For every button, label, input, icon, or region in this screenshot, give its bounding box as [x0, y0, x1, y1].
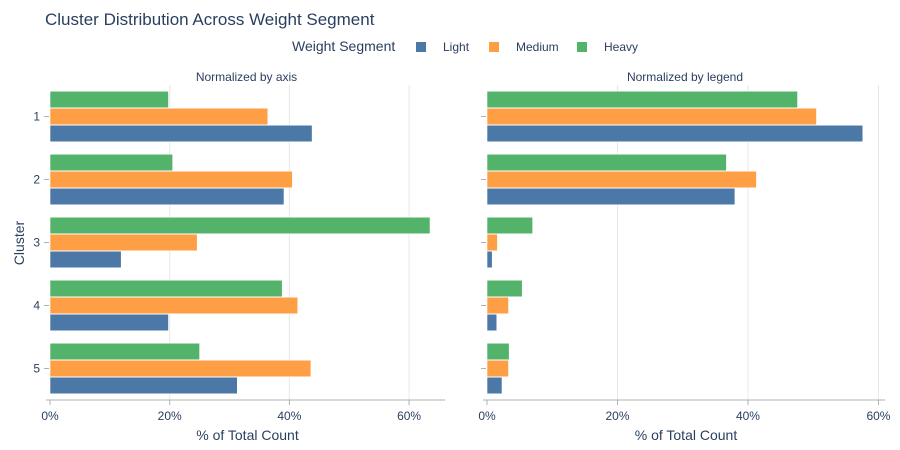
- legend-swatch-light: [416, 42, 426, 52]
- bar-medium-cluster-2: [486, 170, 757, 189]
- y-tick-label: 4: [33, 299, 40, 313]
- bar-heavy-cluster-4: [49, 279, 283, 298]
- panel-subtitle: Normalized by axis: [196, 70, 297, 84]
- bar-medium-cluster-1: [49, 107, 269, 126]
- bar-light-cluster-1: [49, 124, 313, 143]
- x-tick-label: 0%: [41, 409, 59, 423]
- bar-light-cluster-3: [486, 250, 493, 269]
- panel-subtitle: Normalized by legend: [627, 70, 743, 84]
- x-tick-label: 0%: [478, 409, 496, 423]
- x-tick-label: 40%: [736, 409, 760, 423]
- x-axis-title: % of Total Count: [196, 427, 299, 443]
- legend-title: Weight Segment: [292, 38, 395, 54]
- bar-light-cluster-2: [486, 187, 736, 206]
- bar-light-cluster-1: [486, 124, 864, 143]
- bar-medium-cluster-3: [486, 233, 498, 252]
- bar-heavy-cluster-1: [49, 90, 169, 109]
- legend-label-light: Light: [443, 40, 470, 54]
- y-axis-title: Cluster: [11, 220, 27, 265]
- chart-title: Cluster Distribution Across Weight Segme…: [45, 10, 375, 29]
- legend: Weight Segment Light Medium Heavy: [292, 38, 638, 54]
- bar-heavy-cluster-1: [486, 90, 798, 109]
- bar-medium-cluster-5: [49, 359, 312, 378]
- bar-light-cluster-4: [486, 313, 498, 332]
- bar-medium-cluster-1: [486, 107, 817, 126]
- y-tick-label: 1: [33, 110, 40, 124]
- bar-heavy-cluster-5: [486, 342, 510, 361]
- x-axis-title: % of Total Count: [635, 427, 738, 443]
- legend-label-medium: Medium: [516, 40, 559, 54]
- legend-swatch-medium: [489, 42, 499, 52]
- bar-medium-cluster-4: [49, 296, 299, 315]
- panel-2: Normalized by legend 0% 20% 40% 60% % of Tota…: [478, 70, 890, 443]
- x-tick-label: 40%: [277, 409, 301, 423]
- legend-label-heavy: Heavy: [604, 40, 638, 54]
- y-tick-label: 5: [33, 362, 40, 376]
- bar-light-cluster-2: [49, 187, 285, 206]
- bar-medium-cluster-4: [486, 296, 509, 315]
- bar-heavy-cluster-2: [486, 153, 727, 172]
- bar-heavy-cluster-2: [49, 153, 173, 172]
- bar-heavy-cluster-3: [486, 216, 533, 235]
- bar-light-cluster-4: [49, 313, 169, 332]
- panel-1: Normalized by axis 0% 20% 40% 60% % of Total …: [33, 70, 445, 443]
- legend-swatch-heavy: [577, 42, 587, 52]
- y-tick-label: 3: [33, 236, 40, 250]
- bar-light-cluster-5: [486, 376, 503, 395]
- bar-medium-cluster-5: [486, 359, 509, 378]
- bar-light-cluster-3: [49, 250, 122, 269]
- bar-medium-cluster-3: [49, 233, 198, 252]
- x-tick-label: 60%: [866, 409, 890, 423]
- bar-heavy-cluster-5: [49, 342, 200, 361]
- bar-light-cluster-5: [49, 376, 238, 395]
- bar-medium-cluster-2: [49, 170, 293, 189]
- x-tick-label: 20%: [605, 409, 629, 423]
- bar-heavy-cluster-3: [49, 216, 431, 235]
- y-tick-label: 2: [33, 173, 40, 187]
- x-tick-label: 60%: [397, 409, 421, 423]
- x-tick-label: 20%: [158, 409, 182, 423]
- bar-heavy-cluster-4: [486, 279, 523, 298]
